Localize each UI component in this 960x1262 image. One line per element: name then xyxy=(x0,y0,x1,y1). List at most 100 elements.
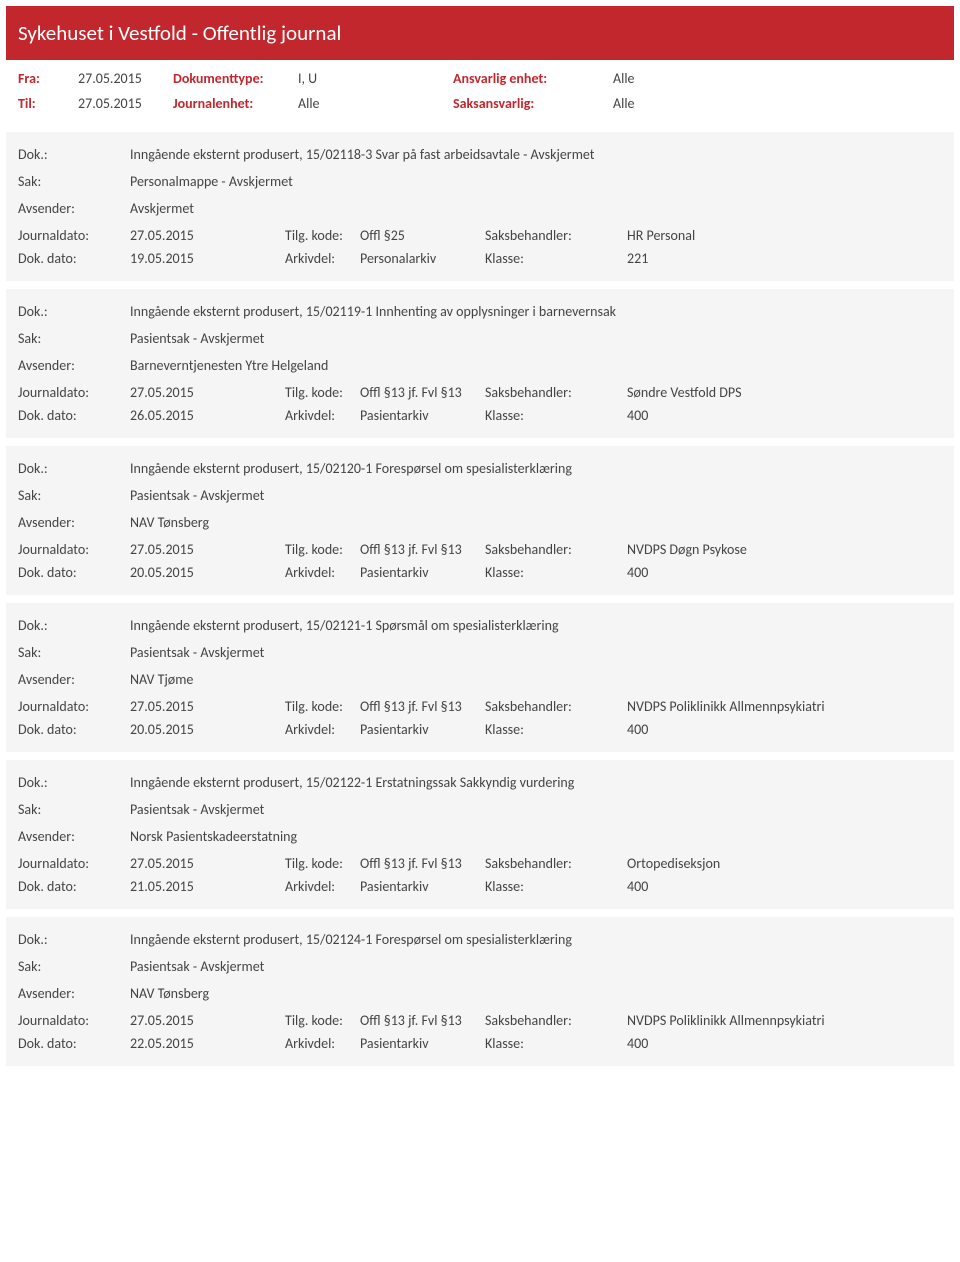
saksansvarlig-label: Saksansvarlig: xyxy=(453,95,613,112)
tilgkode-value: Offl §13 jf. Fvl §13 xyxy=(360,855,485,872)
klasse-label: Klasse: xyxy=(485,1035,627,1052)
dok-label: Dok.: xyxy=(18,303,130,320)
dok-value: Inngående eksternt produsert, 15/02121-1… xyxy=(130,617,942,634)
sak-value: Pasientsak - Avskjermet xyxy=(130,487,942,504)
arkivdel-label: Arkivdel: xyxy=(285,1035,360,1052)
sak-value: Pasientsak - Avskjermet xyxy=(130,644,942,661)
filter-bar: Fra: 27.05.2015 Dokumenttype: I, U Ansva… xyxy=(6,60,954,124)
tilgkode-label: Tilg. kode: xyxy=(285,227,360,244)
sak-label: Sak: xyxy=(18,330,130,347)
journaldato-label: Journaldato: xyxy=(18,541,130,558)
tilgkode-value: Offl §13 jf. Fvl §13 xyxy=(360,698,485,715)
dok-label: Dok.: xyxy=(18,931,130,948)
arkivdel-value: Pasientarkiv xyxy=(360,564,485,581)
fra-value: 27.05.2015 xyxy=(78,70,173,87)
tilgkode-value: Offl §13 jf. Fvl §13 xyxy=(360,541,485,558)
dok-label: Dok.: xyxy=(18,774,130,791)
avsender-value: NAV Tønsberg xyxy=(130,985,942,1002)
arkivdel-value: Pasientarkiv xyxy=(360,407,485,424)
sak-label: Sak: xyxy=(18,958,130,975)
dok-label: Dok.: xyxy=(18,460,130,477)
dokdato-value: 19.05.2015 xyxy=(130,250,285,267)
journaldato-value: 27.05.2015 xyxy=(130,855,285,872)
sak-label: Sak: xyxy=(18,801,130,818)
klasse-label: Klasse: xyxy=(485,721,627,738)
klasse-value: 400 xyxy=(627,1035,942,1052)
klasse-value: 400 xyxy=(627,721,942,738)
journal-entry: Dok.: Inngående eksternt produsert, 15/0… xyxy=(6,760,954,909)
sak-label: Sak: xyxy=(18,173,130,190)
saksbehandler-label: Saksbehandler: xyxy=(485,227,627,244)
til-value: 27.05.2015 xyxy=(78,95,173,112)
dokdato-label: Dok. dato: xyxy=(18,721,130,738)
dokdato-label: Dok. dato: xyxy=(18,878,130,895)
dokdato-label: Dok. dato: xyxy=(18,1035,130,1052)
dok-value: Inngående eksternt produsert, 15/02118-3… xyxy=(130,146,942,163)
klasse-value: 221 xyxy=(627,250,942,267)
dok-value: Inngående eksternt produsert, 15/02119-1… xyxy=(130,303,942,320)
journaldato-label: Journaldato: xyxy=(18,227,130,244)
saksbehandler-label: Saksbehandler: xyxy=(485,541,627,558)
klasse-label: Klasse: xyxy=(485,564,627,581)
dokdato-value: 20.05.2015 xyxy=(130,564,285,581)
klasse-value: 400 xyxy=(627,407,942,424)
avsender-value: NAV Tjøme xyxy=(130,671,942,688)
journaldato-label: Journaldato: xyxy=(18,698,130,715)
saksbehandler-value: NVDPS Poliklinikk Allmennpsykiatri xyxy=(627,698,942,715)
doktype-label: Dokumenttype: xyxy=(173,70,298,87)
saksbehandler-value: Ortopediseksjon xyxy=(627,855,942,872)
arkivdel-label: Arkivdel: xyxy=(285,878,360,895)
saksbehandler-value: Søndre Vestfold DPS xyxy=(627,384,942,401)
tilgkode-value: Offl §13 jf. Fvl §13 xyxy=(360,1012,485,1029)
sak-value: Personalmappe - Avskjermet xyxy=(130,173,942,190)
avsender-value: Norsk Pasientskadeerstatning xyxy=(130,828,942,845)
journalenhet-label: Journalenhet: xyxy=(173,95,298,112)
ansvarlig-label: Ansvarlig enhet: xyxy=(453,70,613,87)
journaldato-label: Journaldato: xyxy=(18,384,130,401)
sak-label: Sak: xyxy=(18,487,130,504)
klasse-label: Klasse: xyxy=(485,407,627,424)
tilgkode-value: Offl §13 jf. Fvl §13 xyxy=(360,384,485,401)
dok-value: Inngående eksternt produsert, 15/02122-1… xyxy=(130,774,942,791)
saksbehandler-value: NVDPS Døgn Psykose xyxy=(627,541,942,558)
sak-label: Sak: xyxy=(18,644,130,661)
arkivdel-label: Arkivdel: xyxy=(285,721,360,738)
doktype-value: I, U xyxy=(298,70,453,87)
journal-entry: Dok.: Inngående eksternt produsert, 15/0… xyxy=(6,289,954,438)
avsender-label: Avsender: xyxy=(18,514,130,531)
journal-entry: Dok.: Inngående eksternt produsert, 15/0… xyxy=(6,917,954,1066)
page-title: Sykehuset i Vestfold - Offentlig journal xyxy=(18,20,341,46)
sak-value: Pasientsak - Avskjermet xyxy=(130,801,942,818)
arkivdel-value: Personalarkiv xyxy=(360,250,485,267)
arkivdel-label: Arkivdel: xyxy=(285,564,360,581)
dok-label: Dok.: xyxy=(18,146,130,163)
saksbehandler-label: Saksbehandler: xyxy=(485,698,627,715)
avsender-label: Avsender: xyxy=(18,985,130,1002)
avsender-label: Avsender: xyxy=(18,357,130,374)
avsender-label: Avsender: xyxy=(18,828,130,845)
arkivdel-label: Arkivdel: xyxy=(285,250,360,267)
avsender-value: NAV Tønsberg xyxy=(130,514,942,531)
klasse-value: 400 xyxy=(627,564,942,581)
dokdato-label: Dok. dato: xyxy=(18,564,130,581)
tilgkode-value: Offl §25 xyxy=(360,227,485,244)
klasse-label: Klasse: xyxy=(485,878,627,895)
page-header: Sykehuset i Vestfold - Offentlig journal xyxy=(6,6,954,60)
entries-container: Dok.: Inngående eksternt produsert, 15/0… xyxy=(0,132,960,1066)
sak-value: Pasientsak - Avskjermet xyxy=(130,330,942,347)
journaldato-value: 27.05.2015 xyxy=(130,698,285,715)
avsender-label: Avsender: xyxy=(18,671,130,688)
arkivdel-value: Pasientarkiv xyxy=(360,878,485,895)
journalenhet-value: Alle xyxy=(298,95,453,112)
journal-entry: Dok.: Inngående eksternt produsert, 15/0… xyxy=(6,603,954,752)
dokdato-value: 26.05.2015 xyxy=(130,407,285,424)
journaldato-value: 27.05.2015 xyxy=(130,541,285,558)
arkivdel-value: Pasientarkiv xyxy=(360,1035,485,1052)
journaldato-value: 27.05.2015 xyxy=(130,1012,285,1029)
dokdato-label: Dok. dato: xyxy=(18,407,130,424)
til-label: Til: xyxy=(18,95,78,112)
tilgkode-label: Tilg. kode: xyxy=(285,698,360,715)
tilgkode-label: Tilg. kode: xyxy=(285,384,360,401)
tilgkode-label: Tilg. kode: xyxy=(285,1012,360,1029)
avsender-label: Avsender: xyxy=(18,200,130,217)
